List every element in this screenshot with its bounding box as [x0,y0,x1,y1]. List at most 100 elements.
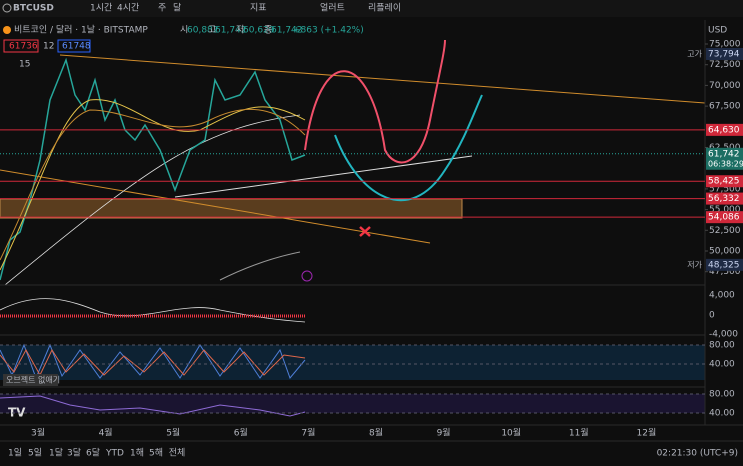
price-label: 55,000 [709,205,741,215]
high-box [706,47,743,60]
sell-box[interactable] [3,39,39,53]
price-label: 50,000 [709,247,741,257]
ohlc-label: 시 [180,25,188,36]
indicator-label: 0 [709,311,715,321]
price-label: 57,500 [709,184,741,194]
range-button[interactable]: 3달 [67,447,81,459]
time-axis: 3월 4월 5월 6월 7월 8월 9월 10월 11월 12월 [31,427,656,439]
price-label: 72,500 [709,60,741,70]
time-label: 12월 [637,427,657,439]
event-icon[interactable] [301,270,313,282]
time-label: 4월 [99,427,113,439]
range-button[interactable]: 1해 [130,448,144,459]
high-tag: 고가 [687,49,702,58]
indicator-label: 80.00 [709,341,735,351]
ohlc-value: 61,742 [271,26,303,36]
level-label: 56,332 [708,194,740,204]
last-box [706,147,743,170]
price-axis: 75,00072,50070,00067,50062,50057,50055,0… [0,40,743,419]
interval[interactable]: 4시간 [117,3,139,14]
last-label: 61,742 [708,149,740,159]
level-tag [706,211,743,224]
counter: 15 [19,60,30,70]
indicator-label: 40.00 [709,409,735,419]
toolbar [0,0,743,17]
moving-average [219,251,301,281]
range-button[interactable]: 6달 [86,447,100,459]
level-tag [706,192,743,205]
time-label: 8월 [369,427,383,439]
ohlc-value: 61,742 [215,26,247,36]
tooltip[interactable] [3,374,58,386]
change: +863 (+1.42%) [293,26,364,36]
time-label: 6월 [234,427,248,439]
time-label: 5월 [166,427,180,439]
btc-icon [3,26,11,34]
level-label: 64,630 [708,125,740,135]
price-label: 52,500 [709,226,741,236]
ohlc-label: 저 [236,25,244,36]
indicator-label: 80.00 [709,390,735,400]
trendline [59,54,706,104]
time-label: 10월 [501,427,521,439]
clock: 02:21:30 (UTC+9) [657,449,738,459]
indicator-label: 40.00 [709,360,735,370]
range-button[interactable]: 5해 [149,448,163,459]
ohlc-value: 60,882 [187,26,219,36]
chart-type[interactable]: 달 [173,2,181,14]
time-label: 9월 [437,427,451,439]
countdown: 06:38:29 [708,159,743,168]
level-label: 54,086 [708,213,740,223]
replay-button[interactable]: 리플레이 [368,3,401,14]
indicator-label: 4,000 [709,291,735,301]
ohlc-value: 60,620 [243,26,275,36]
projection [334,94,483,202]
interval[interactable]: 1시간 [90,3,112,14]
range-bar: 1일 5일 1달 3달 6달 YTD 1해 5해 전체 [8,447,185,459]
price-label: 70,000 [709,81,741,91]
tv-logo: TV [8,406,26,420]
time-label: 3월 [31,427,45,439]
rsi-band [0,394,705,413]
price-label: 67,500 [709,102,741,112]
range-button[interactable]: YTD [105,449,124,459]
level-tag [706,123,743,136]
legend-title: 비트코인 / 달러 · 1날 · BITSTAMP [14,24,148,36]
rsi-line [0,395,306,417]
moving-average [0,108,306,261]
alert-button[interactable]: 얼러트 [320,3,345,14]
low-box [706,258,743,271]
projection [304,39,446,164]
low-tag: 저가 [687,260,702,269]
spread: 12 [43,42,54,52]
symbol[interactable]: BTCUSD [13,4,54,14]
buy-price: 61748 [62,42,91,52]
range-button[interactable]: 전체 [169,448,186,459]
macd-line [0,298,306,323]
trendline [174,155,473,198]
time-label: 7월 [301,427,315,439]
level-tag [706,175,743,188]
level-label: 58,425 [708,177,740,187]
price-label: 75,000 [709,40,741,50]
remove-objects[interactable]: 오브젝트 없애기 [6,375,60,385]
stoch-band [0,345,705,380]
low-label: 48,325 [708,260,740,270]
buy-box[interactable] [57,39,91,53]
indicators-button[interactable]: 지표 [250,3,267,14]
high-label: 73,794 [708,49,740,59]
price-label: 47,500 [709,267,741,277]
chart-type[interactable]: 주 [158,3,166,14]
range-button[interactable]: 1일 [8,448,22,459]
range-button[interactable]: 5일 [28,448,42,459]
search-icon[interactable] [2,3,12,13]
indicator-label: -4,000 [709,330,738,340]
time-label: 11월 [569,427,589,439]
ohlc-label: 종 [264,25,272,36]
currency[interactable]: USD [708,26,727,36]
sell-price: 61736 [9,42,38,52]
range-button[interactable]: 1달 [49,447,63,459]
ohlc-label: 고 [208,26,216,36]
